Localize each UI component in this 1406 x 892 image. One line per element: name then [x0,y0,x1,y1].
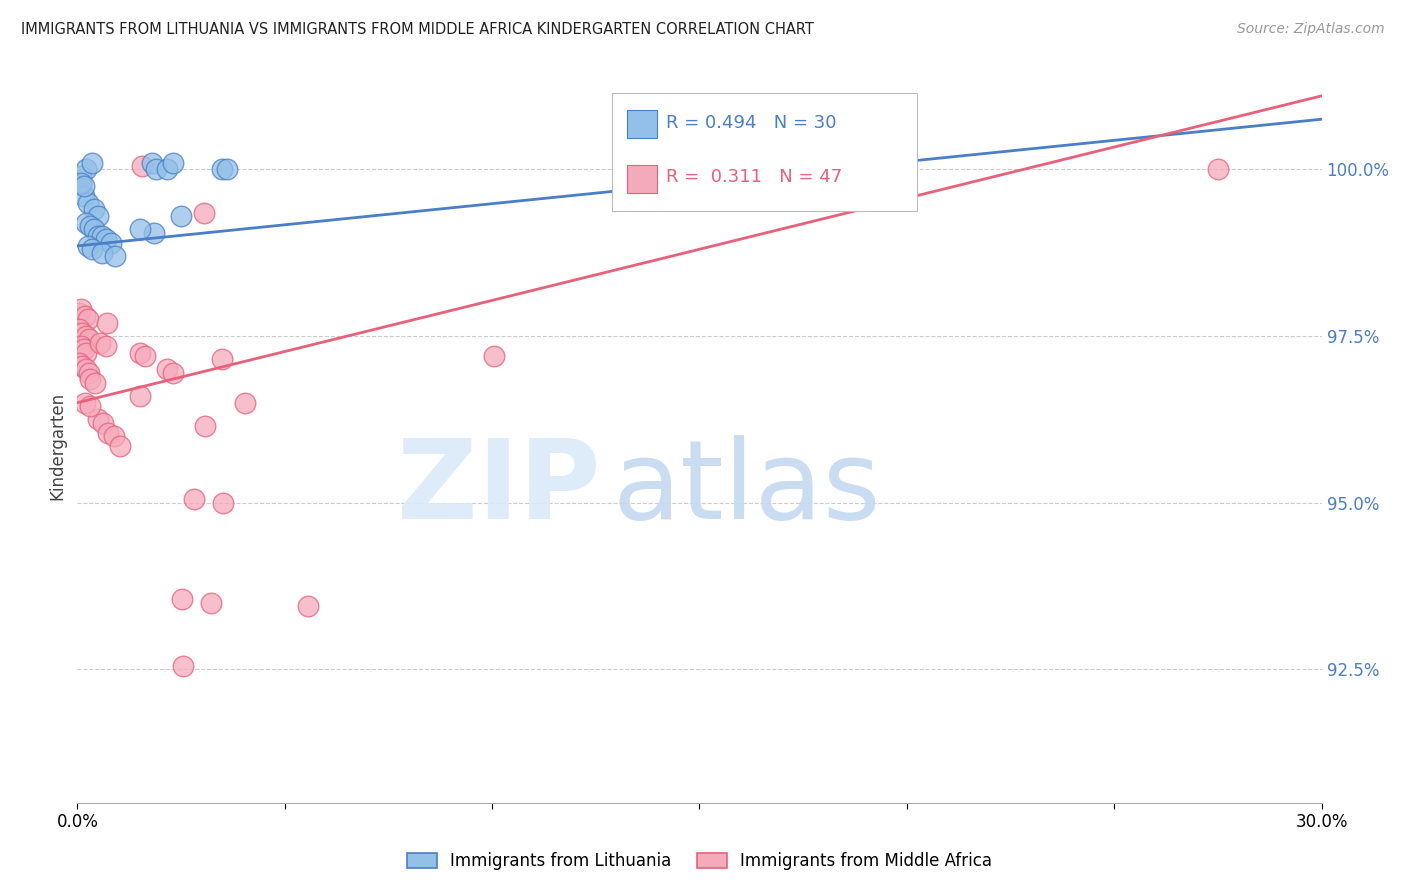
Point [77,366,100,380]
Text: atlas: atlas [613,435,882,542]
Point [72,343,94,357]
Point [80,155,103,169]
Point [67,356,90,370]
Point [297,599,319,613]
Point [104,249,127,263]
Text: ZIP: ZIP [396,435,600,542]
Point [100,235,122,250]
Point [183,492,205,507]
Text: R =  0.311   N = 47: R = 0.311 N = 47 [666,168,842,186]
Point [69,339,91,353]
Point [128,345,150,359]
Point [75,329,97,343]
Point [145,162,167,177]
Point [76,195,98,210]
Point [73,309,96,323]
Point [215,162,238,177]
Point [128,222,150,236]
Point [87,209,110,223]
Point [70,176,93,190]
FancyBboxPatch shape [613,93,917,211]
Point [83,222,105,236]
Point [141,155,163,169]
Y-axis label: Kindergarten: Kindergarten [48,392,66,500]
Point [143,226,166,240]
Point [72,326,94,340]
Point [70,169,93,183]
Point [155,162,177,177]
Point [87,228,110,243]
Point [96,316,118,330]
Point [67,305,90,319]
Point [172,659,194,673]
Point [73,395,96,409]
Point [76,239,98,253]
Point [94,339,117,353]
Point [108,439,131,453]
Point [212,496,235,510]
Point [194,419,217,434]
Point [211,162,233,177]
Point [67,322,90,336]
Point [77,332,100,346]
Point [79,219,101,233]
Point [76,312,98,326]
Point [134,349,156,363]
Point [75,162,97,177]
Point [200,596,222,610]
Point [72,189,94,203]
Point [80,242,103,256]
Text: Source: ZipAtlas.com: Source: ZipAtlas.com [1237,22,1385,37]
Point [129,389,152,403]
Point [103,429,125,443]
Point [79,372,101,386]
Point [170,592,193,607]
Text: IMMIGRANTS FROM LITHUANIA VS IMMIGRANTS FROM MIDDLE AFRICA KINDERGARTEN CORRELAT: IMMIGRANTS FROM LITHUANIA VS IMMIGRANTS … [21,22,814,37]
Text: R = 0.494   N = 30: R = 0.494 N = 30 [666,114,837,132]
Point [91,245,114,260]
Point [87,412,110,426]
Point [162,155,184,169]
FancyBboxPatch shape [627,110,657,138]
Point [70,302,93,317]
Point [1206,162,1229,177]
Legend: Immigrants from Lithuania, Immigrants from Middle Africa: Immigrants from Lithuania, Immigrants fr… [401,846,998,877]
Point [83,202,105,217]
Point [97,425,120,440]
Point [162,366,184,380]
Point [211,352,233,367]
Point [79,399,101,413]
Point [193,205,215,219]
Point [72,359,94,373]
Point [72,178,94,193]
Point [89,335,111,350]
Point [170,209,193,223]
Point [155,362,177,376]
Point [91,228,114,243]
Point [75,345,97,359]
Point [75,216,97,230]
Point [91,416,114,430]
FancyBboxPatch shape [627,165,657,194]
Point [772,159,794,173]
Point [75,362,97,376]
Point [233,395,256,409]
Point [96,232,118,246]
Point [482,349,505,363]
Point [83,376,105,390]
Point [131,159,153,173]
